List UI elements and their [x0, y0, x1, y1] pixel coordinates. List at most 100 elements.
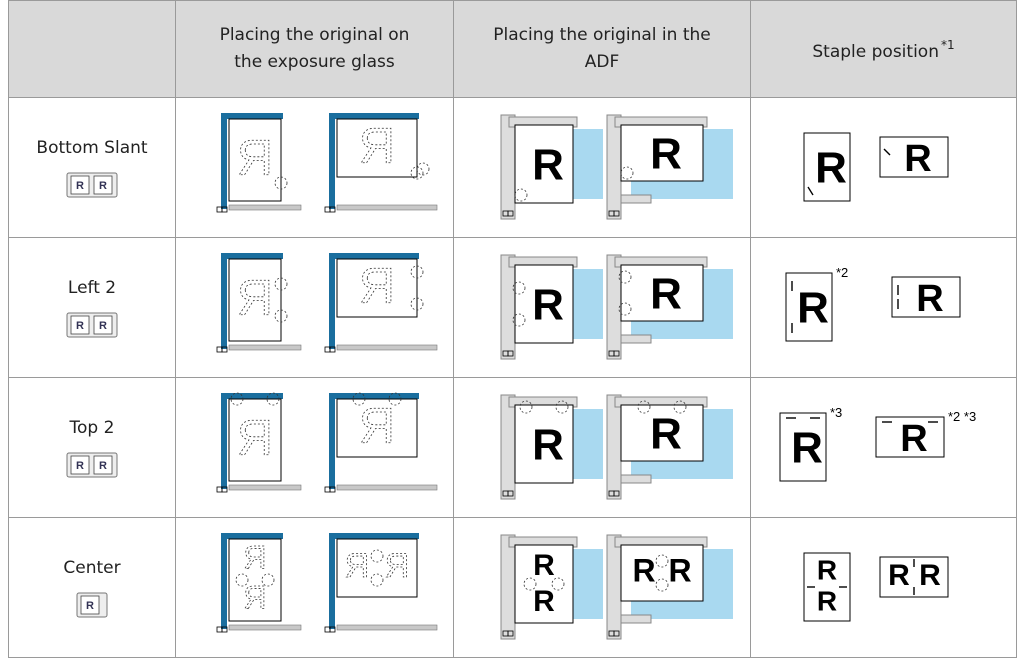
- staple-circle: [523, 577, 536, 590]
- original: [514, 404, 573, 483]
- adf-illustration: R: [606, 394, 733, 499]
- adf-illustration: RR: [500, 534, 603, 639]
- staple-circle: [512, 281, 525, 294]
- staple-circle: [512, 313, 525, 326]
- button-letter: R: [99, 459, 107, 471]
- button-letter: R: [76, 459, 84, 471]
- glass-bar: [220, 252, 227, 349]
- button-letter: R: [76, 319, 84, 331]
- mirrored-letter: R: [344, 546, 369, 584]
- original: [336, 118, 417, 177]
- letter: R: [916, 278, 943, 320]
- staple-circle: [655, 578, 668, 591]
- letter: R: [900, 418, 927, 460]
- glass-edge: [228, 344, 301, 350]
- adf-tray: [500, 534, 515, 639]
- staple-illustration: R: [803, 132, 850, 201]
- paper: [803, 132, 850, 201]
- glass-edge: [336, 484, 437, 490]
- button-letter: R: [86, 599, 94, 611]
- staple-illustration: R: [785, 272, 832, 341]
- glass-bar: [328, 112, 335, 209]
- original: [228, 118, 281, 201]
- adf-illustration: R: [606, 114, 733, 219]
- paper: [879, 136, 948, 177]
- mode-label: Top 2: [69, 417, 115, 438]
- mode-label: Left 2: [67, 277, 117, 298]
- original: [336, 538, 417, 597]
- table-row: Top 2 R R R R R R R R *3 *2 *3: [8, 377, 1017, 518]
- glass-bar: [328, 392, 335, 489]
- staple-circle: [416, 162, 429, 175]
- letter: R: [904, 138, 931, 180]
- letter: R: [919, 558, 941, 591]
- staple-illustration: R: [891, 276, 960, 320]
- table-row: Bottom Slant R R R R R R R R: [8, 97, 1017, 238]
- glass-illustration: R: [324, 252, 437, 352]
- glass-edge: [228, 484, 301, 490]
- original: [620, 544, 703, 601]
- adf-tray: [500, 114, 515, 219]
- staple-circle: [266, 392, 279, 405]
- button-letter: R: [99, 179, 107, 191]
- letter: R: [650, 129, 682, 178]
- button-paper: [70, 455, 90, 474]
- glass-illustration: R: [324, 112, 437, 212]
- corner-icon: [507, 210, 513, 216]
- mirrored-letter: R: [243, 579, 266, 615]
- corner-icon: [613, 210, 619, 216]
- corner-icon: [613, 630, 619, 636]
- button-paper: [93, 175, 113, 194]
- staple-circle: [370, 573, 383, 586]
- button-paper: [70, 315, 90, 334]
- staple-cell: R R *3 *2 *3: [750, 377, 1017, 518]
- original: [620, 124, 703, 181]
- letter: R: [533, 584, 555, 617]
- glass-bar: [220, 112, 283, 119]
- letter: R: [650, 409, 682, 458]
- adf-tray: [500, 254, 515, 359]
- letter: R: [815, 143, 847, 192]
- button-paper: [93, 455, 113, 474]
- mirrored-letter: R: [236, 410, 272, 466]
- mirrored-letter: R: [243, 539, 266, 575]
- glass-bar: [328, 392, 419, 399]
- glass-edge: [228, 624, 301, 630]
- header-cell: Placing the original in the ADF: [453, 0, 751, 98]
- staple-circle: [673, 400, 686, 413]
- staple-circle: [618, 270, 631, 283]
- button-paper: [93, 315, 113, 334]
- glass-bar: [220, 532, 227, 629]
- original: [620, 404, 703, 461]
- mode-label: Bottom Slant: [36, 137, 148, 158]
- paper: [891, 276, 960, 317]
- staple-circle: [370, 549, 383, 562]
- glass-bar: [328, 252, 419, 259]
- adf-tray: [606, 534, 621, 639]
- table-row: Center R R R R R R R R R R R R R: [8, 517, 1017, 658]
- staple-circle: [551, 577, 564, 590]
- staple-circle: [514, 188, 527, 201]
- mirrored-letter: R: [358, 258, 394, 314]
- staple-circle: [274, 309, 287, 322]
- button-paper: [80, 595, 100, 614]
- letter: R: [632, 552, 655, 588]
- original: [228, 258, 281, 341]
- header-text: Staple position: [812, 42, 939, 62]
- mode-label: Center: [63, 557, 121, 578]
- original: [620, 264, 703, 321]
- staple-circle: [352, 392, 365, 405]
- original: [514, 124, 573, 203]
- glass-bar: [328, 252, 335, 349]
